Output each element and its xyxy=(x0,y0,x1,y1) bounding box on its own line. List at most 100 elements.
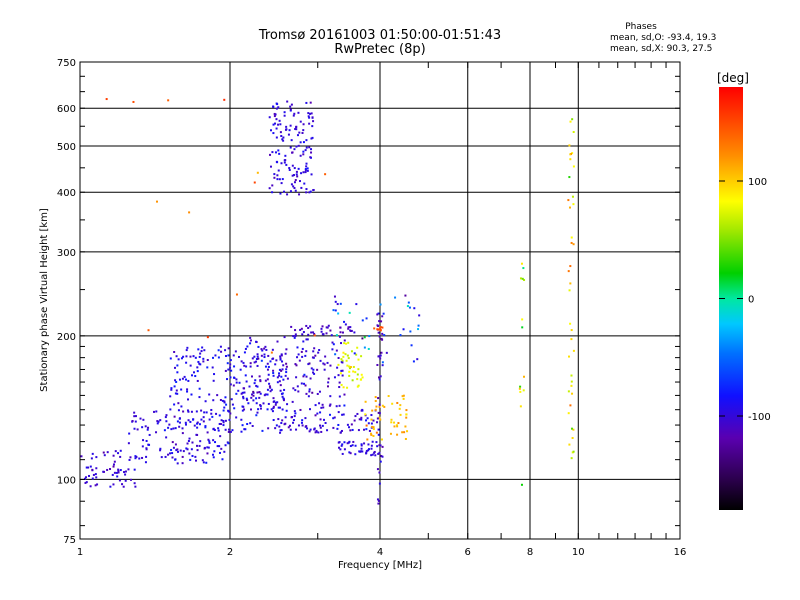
data-point xyxy=(332,426,335,429)
phases-o-mode-stats: mean, sd,O: -93.4, 19.3 xyxy=(610,33,717,43)
data-point xyxy=(292,114,295,117)
data-point xyxy=(203,349,206,352)
data-point xyxy=(249,339,252,342)
data-point xyxy=(196,379,199,382)
data-point xyxy=(571,118,574,121)
data-point xyxy=(313,332,316,335)
data-point xyxy=(279,357,282,360)
data-point xyxy=(173,415,176,418)
data-point xyxy=(156,422,159,425)
data-point xyxy=(271,191,274,194)
data-point xyxy=(289,124,292,127)
data-point xyxy=(286,403,289,406)
data-point xyxy=(286,377,289,380)
data-point xyxy=(300,172,303,175)
data-point xyxy=(572,131,575,134)
data-point xyxy=(227,442,230,445)
data-point xyxy=(260,359,263,362)
data-point xyxy=(308,430,311,433)
data-point xyxy=(341,452,344,455)
data-point xyxy=(399,334,402,337)
data-point xyxy=(276,401,279,404)
data-point xyxy=(569,158,572,161)
data-point xyxy=(187,410,190,413)
data-point xyxy=(134,485,137,488)
data-point xyxy=(113,460,116,463)
data-point xyxy=(570,374,573,377)
data-point xyxy=(269,165,272,168)
data-point xyxy=(270,408,273,411)
data-point xyxy=(206,358,209,361)
data-point xyxy=(185,378,188,381)
data-point xyxy=(352,370,355,373)
data-point xyxy=(276,376,279,379)
data-point xyxy=(245,397,248,400)
data-point xyxy=(404,437,407,440)
data-point xyxy=(325,326,328,329)
data-point xyxy=(417,328,420,331)
data-point xyxy=(337,363,340,366)
data-point xyxy=(296,356,299,359)
data-point xyxy=(156,420,159,423)
data-point xyxy=(275,424,278,427)
data-point xyxy=(336,366,339,369)
data-point xyxy=(266,362,269,365)
data-point xyxy=(109,468,112,471)
data-point xyxy=(282,136,285,139)
data-point xyxy=(281,368,284,371)
data-point xyxy=(249,365,252,368)
data-point xyxy=(298,131,301,134)
colorbar-tick-label: 0 xyxy=(748,295,754,306)
data-point xyxy=(302,123,305,126)
data-point xyxy=(522,267,525,270)
data-point xyxy=(377,312,380,315)
data-point xyxy=(317,431,320,434)
data-point xyxy=(356,385,359,388)
data-point xyxy=(174,427,177,430)
data-point xyxy=(329,413,332,416)
data-point xyxy=(207,438,210,441)
data-point xyxy=(89,465,92,468)
data-point xyxy=(177,358,180,361)
data-point xyxy=(106,451,109,454)
data-point xyxy=(360,378,363,381)
data-point xyxy=(280,353,283,356)
data-point xyxy=(198,355,201,358)
data-point xyxy=(171,452,174,455)
data-point xyxy=(188,452,191,455)
y-tick-label: 500 xyxy=(57,142,76,153)
data-point xyxy=(377,499,380,502)
data-point xyxy=(190,393,193,396)
data-point xyxy=(289,428,292,431)
data-point xyxy=(263,394,266,397)
data-point xyxy=(274,151,277,154)
data-point xyxy=(165,420,168,423)
data-point xyxy=(567,199,570,202)
data-point xyxy=(223,400,226,403)
data-point xyxy=(186,442,189,445)
data-point xyxy=(291,416,294,419)
data-point xyxy=(381,455,384,458)
data-point xyxy=(283,114,286,117)
data-point xyxy=(212,379,215,382)
data-point xyxy=(270,388,273,391)
data-point xyxy=(240,418,243,421)
data-point xyxy=(294,179,297,182)
data-point xyxy=(407,301,410,304)
data-point xyxy=(570,380,573,383)
data-point xyxy=(279,429,282,432)
data-point xyxy=(376,445,379,448)
data-point xyxy=(320,430,323,433)
data-point xyxy=(337,411,340,414)
data-point xyxy=(310,151,313,154)
data-point xyxy=(329,395,332,398)
data-point xyxy=(377,328,380,331)
data-point xyxy=(285,348,288,351)
data-point xyxy=(155,431,158,434)
data-point xyxy=(245,380,248,383)
data-point xyxy=(223,406,226,409)
data-point xyxy=(224,349,227,352)
data-point xyxy=(337,374,340,377)
data-point xyxy=(240,430,243,433)
data-point xyxy=(244,374,247,377)
